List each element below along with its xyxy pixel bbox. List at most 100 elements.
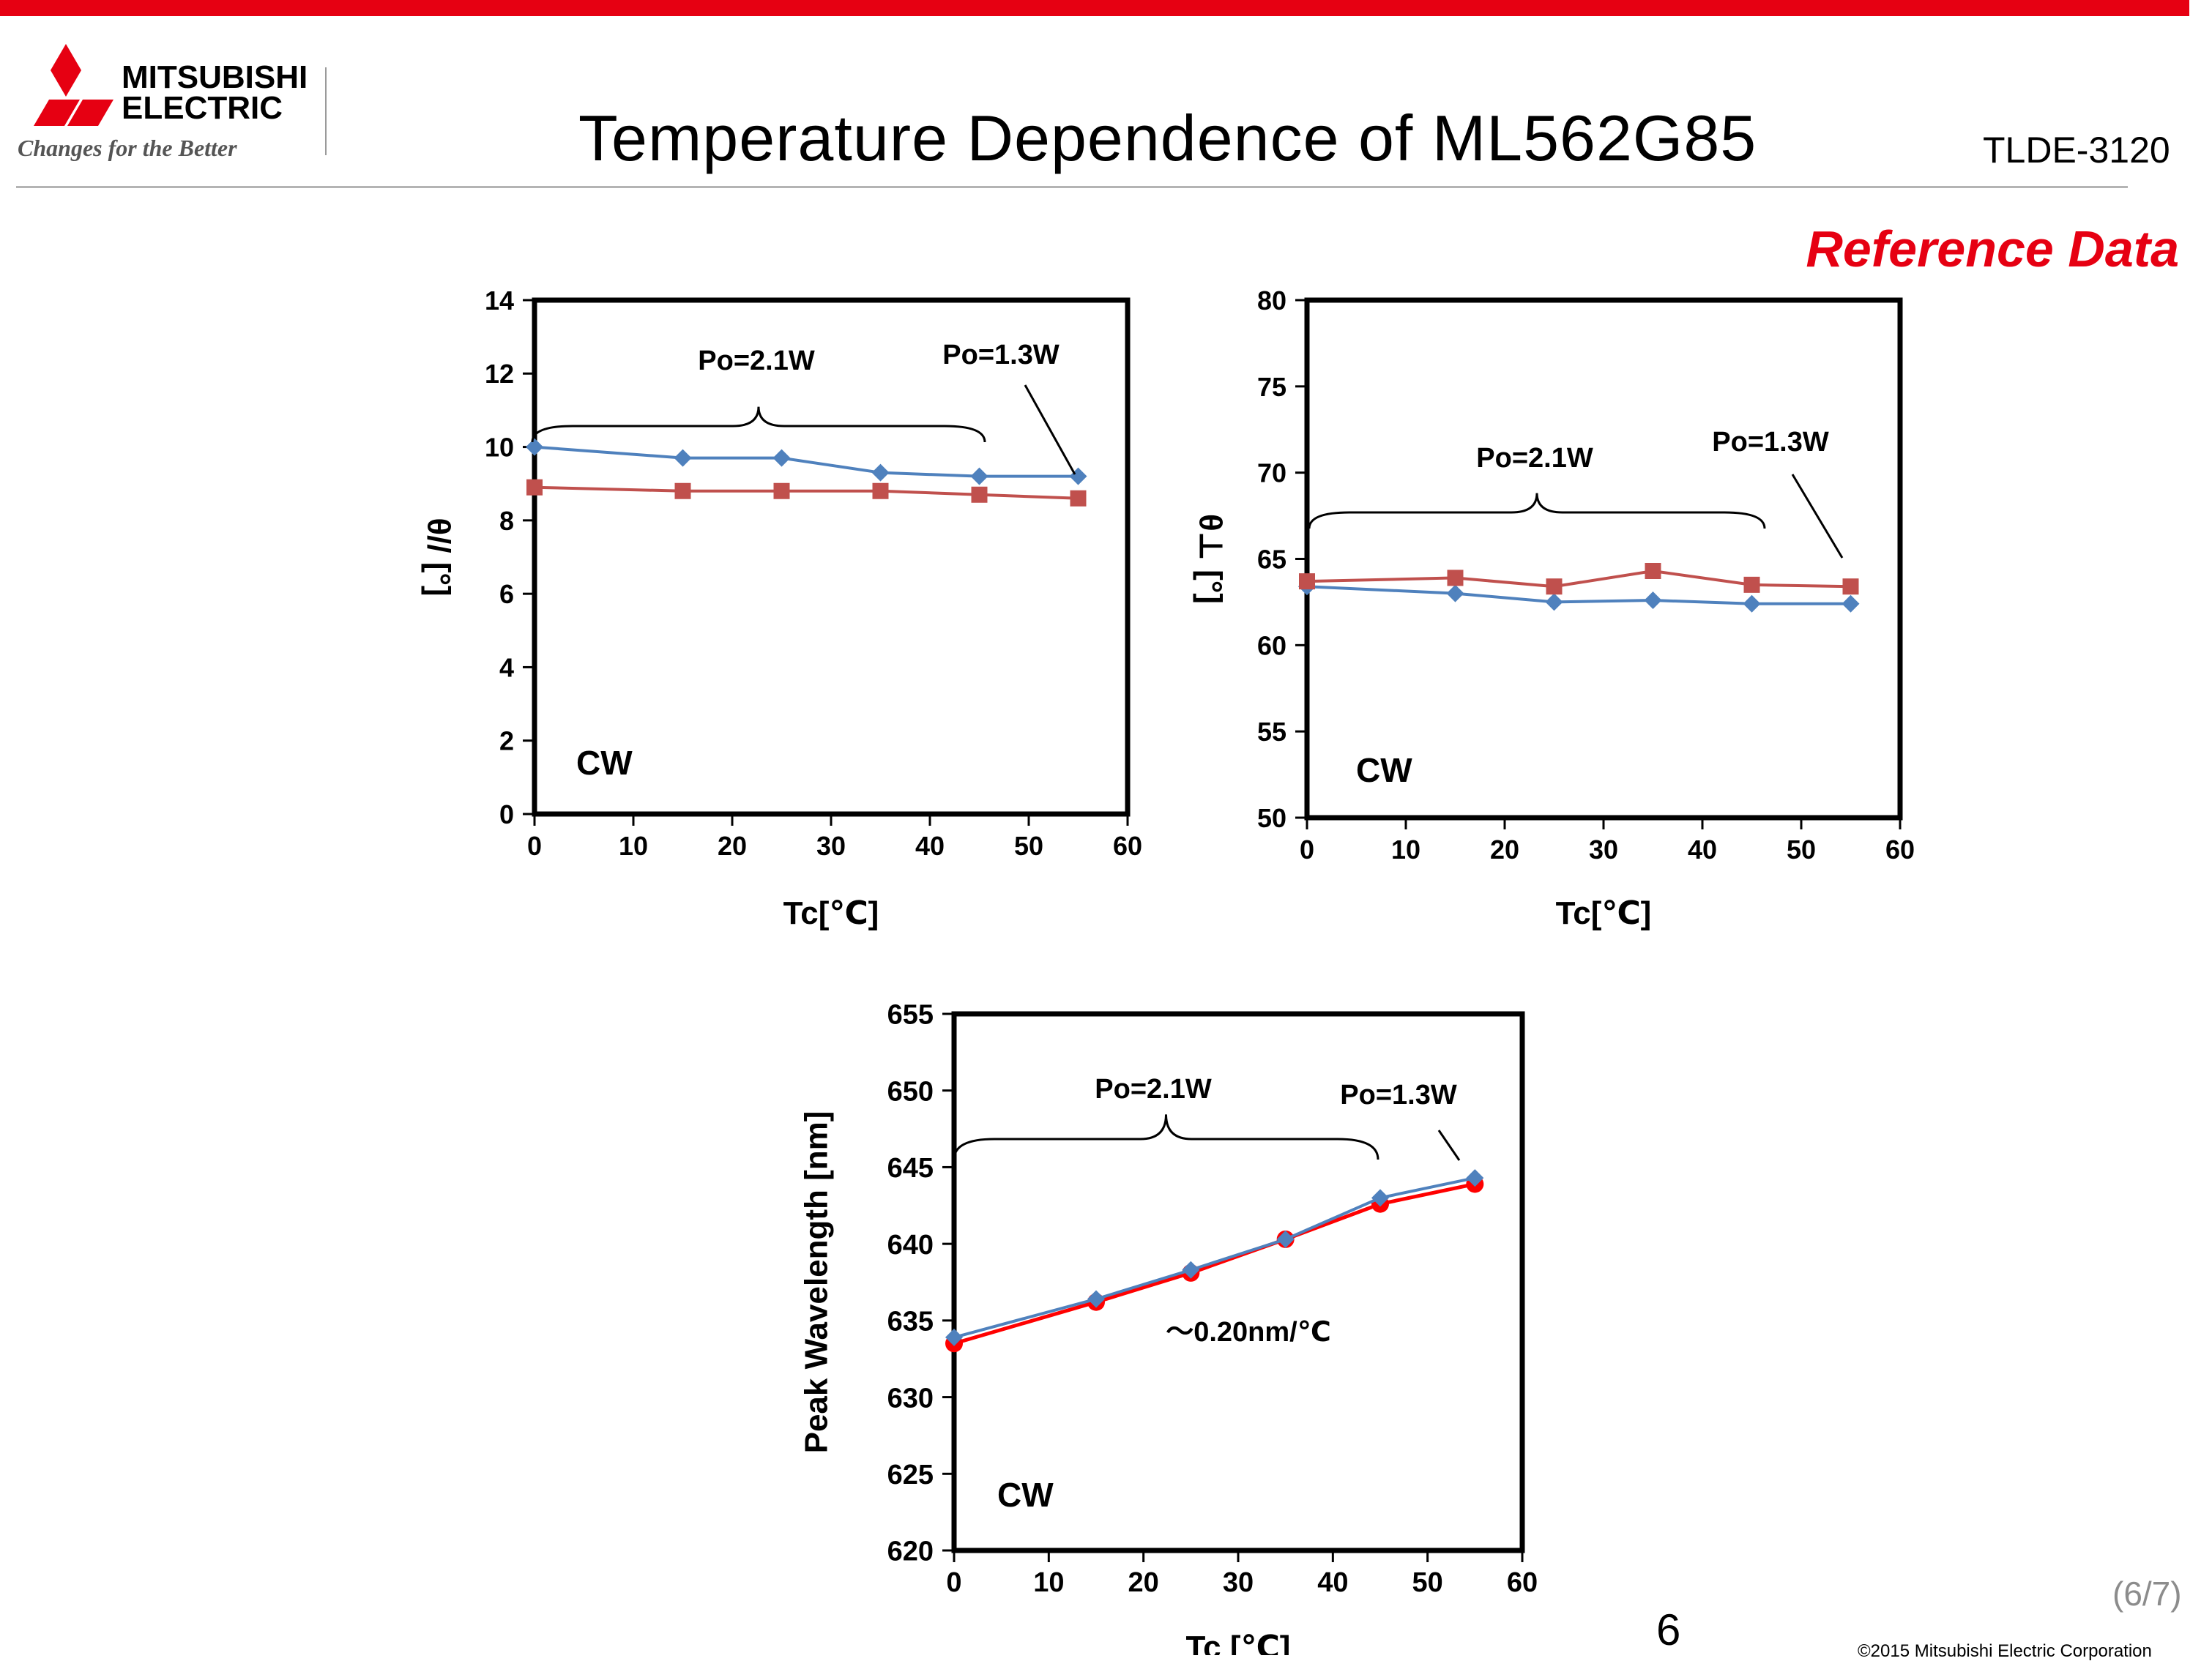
x-tick-label: 10 bbox=[619, 831, 648, 861]
y-tick-label: 10 bbox=[485, 433, 514, 463]
y-tick-label: 640 bbox=[887, 1230, 934, 1261]
mode-label: CW bbox=[997, 1476, 1054, 1514]
title-rule bbox=[16, 186, 2128, 188]
y-tick-label: 0 bbox=[499, 799, 514, 829]
series-blue-point bbox=[1371, 1189, 1389, 1207]
slope-label: ～0.20nm/℃ bbox=[1166, 1317, 1331, 1348]
x-axis-label: Tc[℃] bbox=[1556, 895, 1652, 931]
series-blue-point bbox=[674, 449, 692, 467]
series-red-point bbox=[971, 486, 988, 503]
y-tick-label: 645 bbox=[887, 1153, 934, 1184]
document-code: TLDE-3120 bbox=[1983, 130, 2170, 171]
x-tick-label: 60 bbox=[1507, 1567, 1538, 1598]
x-tick-label: 30 bbox=[1223, 1567, 1254, 1598]
y-tick-label: 80 bbox=[1257, 285, 1286, 316]
series-red-line bbox=[1306, 569, 1851, 589]
y-axis-label: Peak Wavelength [nm] bbox=[799, 1111, 835, 1454]
x-tick-label: 10 bbox=[1391, 835, 1420, 865]
x-tick-label: 20 bbox=[1490, 835, 1519, 865]
series-blue-point bbox=[1743, 594, 1761, 613]
y-axis-label: θ⊥ [°] bbox=[1192, 514, 1228, 604]
series-blue-line bbox=[534, 445, 1079, 478]
series-blue-point bbox=[1545, 593, 1563, 611]
x-tick-label: 0 bbox=[1300, 835, 1314, 865]
series-red-point bbox=[674, 482, 691, 499]
page-title: Temperature Dependence of ML562G85 bbox=[578, 102, 1757, 174]
po-high-label: Po=2.1W bbox=[1476, 443, 1593, 474]
y-tick-label: 12 bbox=[485, 359, 514, 389]
x-tick-label: 40 bbox=[1688, 835, 1717, 865]
series-blue-point bbox=[970, 467, 988, 485]
y-tick-label: 50 bbox=[1257, 803, 1286, 833]
y-tick-label: 650 bbox=[887, 1076, 934, 1107]
po-low-label: Po=1.3W bbox=[942, 340, 1060, 370]
x-tick-label: 60 bbox=[1113, 831, 1142, 861]
y-tick-label: 625 bbox=[887, 1460, 934, 1490]
series-red-point bbox=[1546, 578, 1563, 595]
po-low-label: Po=1.3W bbox=[1340, 1080, 1457, 1111]
series-blue-line bbox=[1306, 585, 1851, 605]
logo-line2: ELECTRIC bbox=[122, 90, 283, 126]
x-tick-label: 30 bbox=[1589, 835, 1618, 865]
top-accent-bar bbox=[0, 0, 2189, 16]
po-low-leader-line bbox=[1791, 474, 1844, 559]
series-red-point bbox=[1743, 576, 1760, 593]
y-tick-label: 655 bbox=[887, 1000, 934, 1031]
logo-divider bbox=[325, 67, 327, 155]
series-red-point bbox=[872, 482, 889, 499]
series-blue-point bbox=[1087, 1290, 1105, 1308]
x-axis-label: Tc[℃] bbox=[783, 895, 879, 931]
series-red-point bbox=[1447, 570, 1464, 586]
series-blue-point bbox=[772, 449, 791, 467]
x-tick-label: 30 bbox=[816, 831, 846, 861]
x-tick-label: 40 bbox=[1317, 1567, 1348, 1598]
mitsubishi-logo: MITSUBISHI ELECTRIC Changes for the Bett… bbox=[18, 44, 308, 161]
series-red-point bbox=[1299, 573, 1315, 590]
series-blue-point bbox=[871, 463, 890, 482]
x-tick-label: 0 bbox=[946, 1567, 961, 1598]
page-number: 6 bbox=[1656, 1605, 1681, 1654]
po-high-label: Po=2.1W bbox=[1095, 1074, 1212, 1105]
po-high-brace bbox=[531, 406, 986, 443]
series-red-point bbox=[1842, 578, 1859, 595]
series-red-point bbox=[526, 479, 543, 496]
logo-tagline: Changes for the Better bbox=[18, 135, 237, 161]
x-tick-label: 60 bbox=[1885, 835, 1915, 865]
series-blue-point bbox=[1842, 594, 1860, 613]
series-blue-line bbox=[953, 1176, 1475, 1339]
y-tick-label: 75 bbox=[1257, 372, 1286, 402]
po-low-label: Po=1.3W bbox=[1712, 427, 1829, 458]
mode-label: CW bbox=[1356, 751, 1412, 789]
y-tick-label: 60 bbox=[1257, 630, 1286, 660]
series-blue-point bbox=[1276, 1230, 1295, 1248]
series-blue-point bbox=[1182, 1261, 1200, 1279]
y-axis-label: θ// [°] bbox=[420, 518, 456, 596]
x-tick-label: 0 bbox=[527, 831, 542, 861]
po-low-leader-line bbox=[1024, 384, 1076, 475]
x-tick-label: 50 bbox=[1014, 831, 1043, 861]
y-tick-label: 4 bbox=[499, 652, 514, 682]
y-tick-label: 6 bbox=[499, 579, 514, 609]
y-tick-label: 65 bbox=[1257, 544, 1286, 574]
y-tick-label: 2 bbox=[499, 726, 514, 756]
series-blue-point bbox=[1466, 1169, 1484, 1187]
series-blue-point bbox=[945, 1328, 963, 1346]
series-red-line bbox=[534, 485, 1079, 500]
series-blue-point bbox=[1446, 584, 1464, 602]
x-tick-label: 50 bbox=[1412, 1567, 1443, 1598]
x-tick-label: 20 bbox=[1128, 1567, 1159, 1598]
reference-data-label: Reference Data bbox=[1806, 220, 2179, 277]
x-tick-label: 20 bbox=[718, 831, 747, 861]
series-blue-point bbox=[526, 438, 543, 456]
y-tick-label: 630 bbox=[887, 1383, 934, 1414]
series-blue-point bbox=[1644, 591, 1662, 610]
series-red-point bbox=[773, 482, 790, 499]
y-tick-label: 14 bbox=[485, 285, 514, 316]
y-tick-label: 635 bbox=[887, 1307, 934, 1337]
y-tick-label: 55 bbox=[1257, 717, 1286, 747]
x-axis-label: Tc [℃] bbox=[1186, 1630, 1291, 1655]
x-tick-label: 10 bbox=[1033, 1567, 1064, 1598]
